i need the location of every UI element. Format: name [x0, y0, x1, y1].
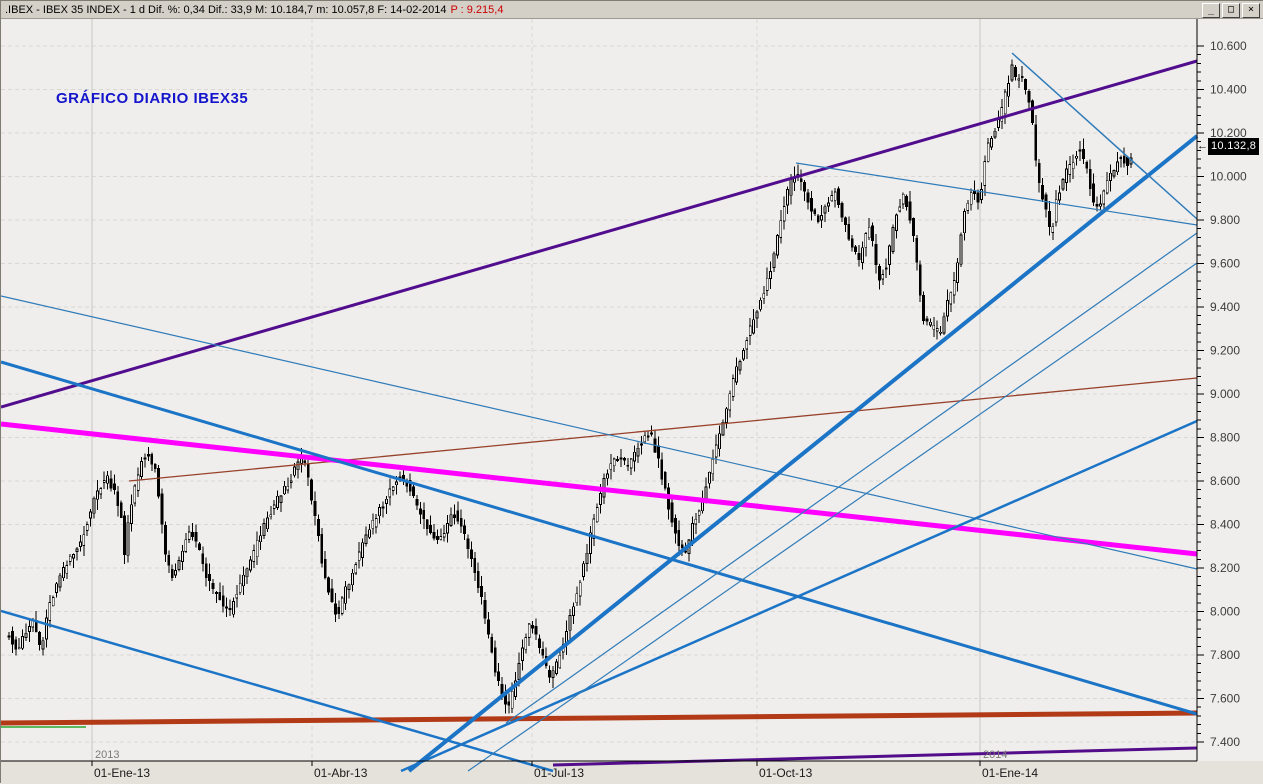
year-label: 2013: [95, 749, 119, 761]
y-axis-label: 9.000: [1210, 387, 1240, 401]
brown-internal-trend: [128, 377, 1198, 482]
y-axis-label: 8.200: [1210, 561, 1240, 575]
x-axis-label: 01-Ene-14: [982, 766, 1038, 780]
titlebar-last-price: P : 9.215,4: [450, 3, 504, 16]
last-price-marker: ← 10.132,8: [1197, 138, 1260, 155]
window-controls: _ □ ×: [1202, 3, 1260, 18]
y-axis-label: 8.400: [1210, 518, 1240, 532]
y-axis-label: 7.400: [1210, 735, 1240, 749]
y-axis-label: 10.200: [1210, 126, 1247, 140]
year-label: 2014: [983, 749, 1007, 761]
y-axis-label: 10.000: [1210, 170, 1247, 184]
maximize-button[interactable]: □: [1222, 3, 1240, 18]
magenta-resistance: [1, 421, 1198, 557]
blue-fan-thin-2: [467, 262, 1198, 772]
titlebar-text: .IBEX - IBEX 35 INDEX - 1 d Dif. %: 0,34…: [5, 3, 447, 16]
blue-jan-peak-descending: [1011, 52, 1198, 220]
y-axis-label: 7.600: [1210, 692, 1240, 706]
x-axis-label: 01-Oct-13: [759, 766, 813, 780]
blue-fan-thin-1: [505, 232, 1198, 724]
y-axis-label: 8.800: [1210, 431, 1240, 445]
blue-channel-descending: [1, 360, 1198, 716]
chart-background: [1, 19, 1263, 784]
purple-channel-upper: [1, 59, 1198, 409]
y-axis-label: 10.400: [1210, 83, 1247, 97]
y-axis-label: 8.000: [1210, 605, 1240, 619]
price-chart-canvas[interactable]: 10.600 10.400 10.200 10.000 9.800 9.600 9.400 9…: [1, 19, 1263, 784]
x-axis-label: 01-Ene-13: [94, 766, 150, 780]
y-axis-label: 7.800: [1210, 648, 1240, 662]
y-axis-label: 9.600: [1210, 257, 1240, 271]
y-axis-label: 9.200: [1210, 344, 1240, 358]
x-axis-labels: 01-Ene-13 01-Abr-13 01-Jul-13 01-Oct-13 01-E…: [91, 749, 1038, 780]
gridlines: [1, 19, 1197, 761]
x-axis-label: 01-Jul-13: [534, 766, 584, 780]
minimize-button[interactable]: _: [1202, 3, 1220, 18]
trendlines-layer: [1, 52, 1199, 773]
close-button[interactable]: ×: [1242, 3, 1260, 18]
blue-thin-descending: [1, 295, 1198, 570]
y-axis-label: 10.600: [1210, 39, 1247, 53]
y-axis-label: 9.800: [1210, 213, 1240, 227]
blue-oct-peak-descending: [795, 162, 1198, 226]
firebrick-support: [1, 710, 1198, 726]
blue-main-ascending: [407, 134, 1199, 773]
y-axis-labels: 10.600 10.400 10.200 10.000 9.800 9.600 9.400 9…: [1197, 39, 1247, 749]
chart-title: GRÁFICO DIARIO IBEX35: [56, 90, 249, 107]
y-axis-label: 9.400: [1210, 300, 1240, 314]
left-arrow-icon: ←: [1197, 140, 1208, 152]
candles-layer: [7, 59, 1133, 714]
titlebar: .IBEX - IBEX 35 INDEX - 1 d Dif. %: 0,34…: [1, 1, 1263, 19]
indigo-bottom-trend: [552, 746, 1198, 767]
x-axis-label: 01-Abr-13: [314, 766, 368, 780]
y-axis-label: 8.600: [1210, 474, 1240, 488]
blue-fan-medium: [400, 419, 1198, 773]
last-price-badge: 10.132,8: [1208, 138, 1260, 155]
